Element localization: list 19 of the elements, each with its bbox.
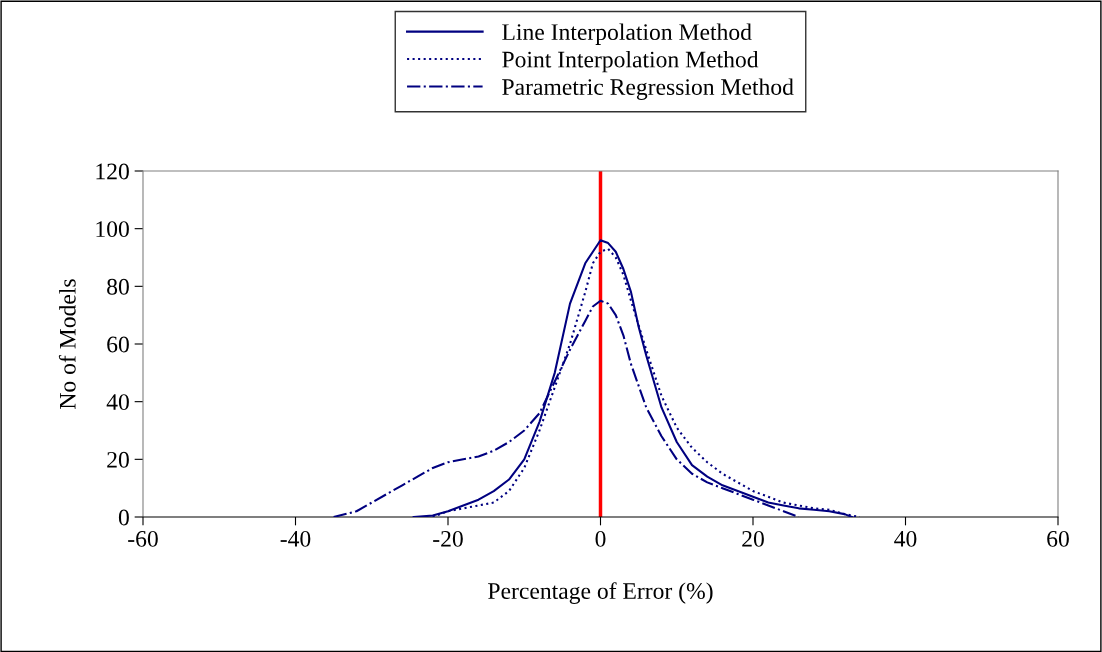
legend-label: Line Interpolation Method	[502, 23, 752, 45]
y-axis-title: No of Models	[58, 279, 76, 409]
y-tick-label: 20	[107, 451, 129, 468]
y-tick-label: 100	[96, 221, 129, 238]
x-tick-label: -60	[128, 530, 158, 547]
legend-label: Parametric Regression Method	[502, 78, 794, 100]
x-tick-label: 40	[894, 530, 917, 547]
x-tick-label: 0	[595, 530, 606, 547]
legend-label: Point Interpolation Method	[502, 50, 759, 73]
y-tick-label: 80	[107, 278, 129, 295]
y-tick-label: 40	[106, 394, 129, 411]
x-axis-title: Percentage of Error (%)	[488, 582, 713, 604]
y-tick-label: 120	[96, 163, 129, 180]
y-tick-label: 0	[118, 509, 129, 526]
x-tick-label: 20	[742, 530, 764, 547]
y-tick-label: 60	[107, 336, 129, 353]
x-tick-label: -40	[280, 530, 311, 547]
x-tick-label: 60	[1047, 530, 1069, 547]
x-tick-label: -20	[433, 530, 463, 547]
